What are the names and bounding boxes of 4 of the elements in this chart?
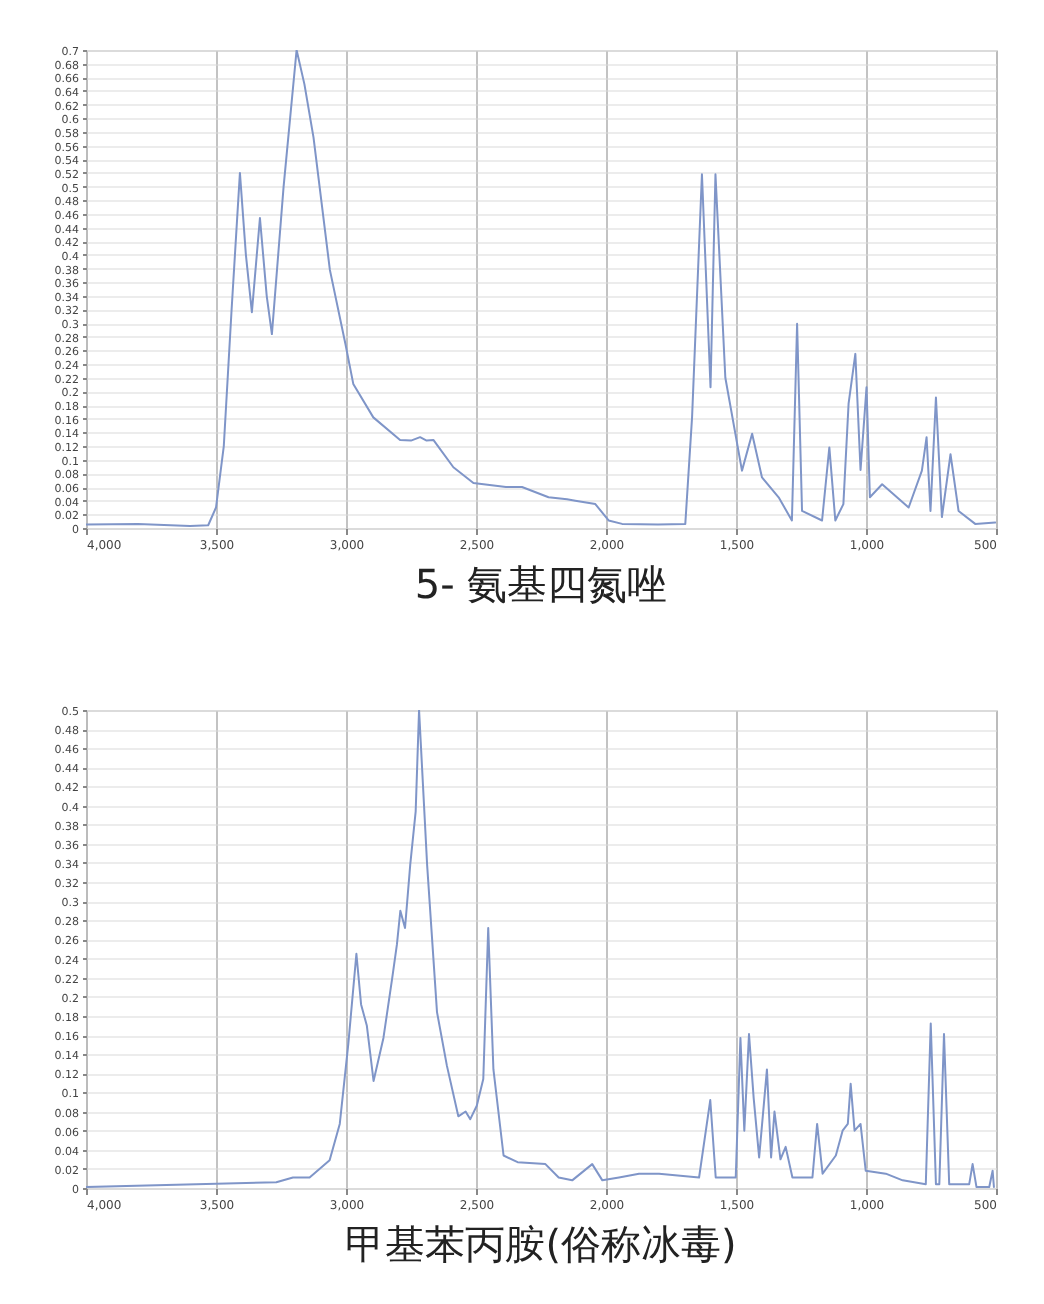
line-series — [86, 50, 996, 527]
text: 5- 氨基四氮唑 — [414, 560, 668, 608]
text: 甲基苯丙胺(俗称冰毒) — [345, 1220, 737, 1268]
line-series — [86, 710, 995, 1188]
